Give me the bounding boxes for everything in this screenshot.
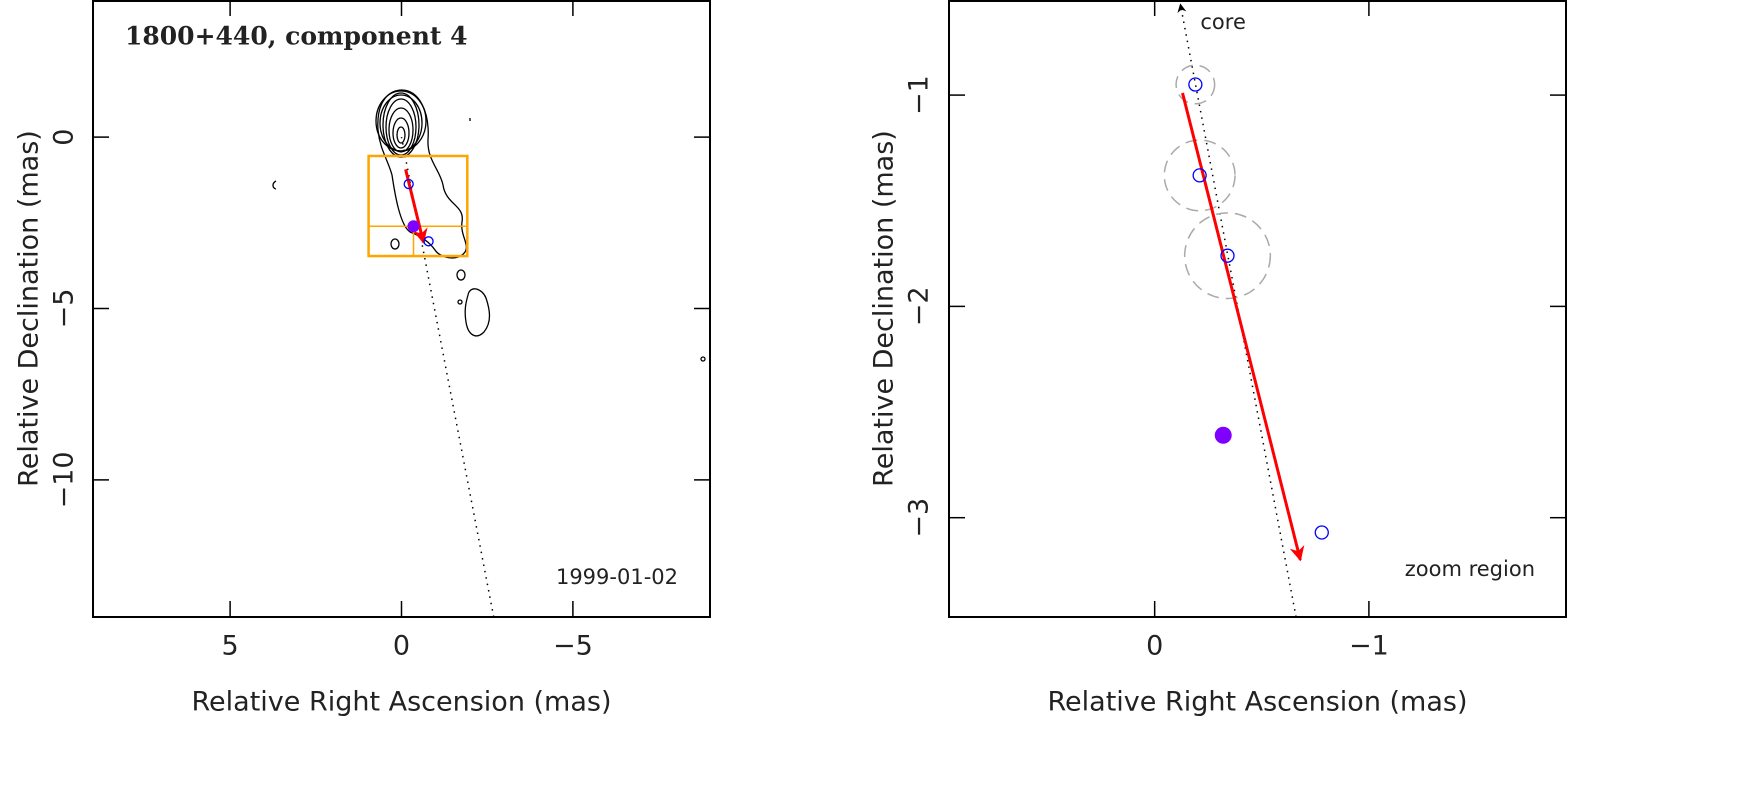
motion-arrow bbox=[404, 168, 428, 244]
x-tick-label: 5 bbox=[222, 631, 239, 662]
y-tick-label: −10 bbox=[49, 451, 80, 508]
motion-arrow bbox=[1181, 92, 1305, 562]
x-tick-label: −5 bbox=[553, 631, 593, 662]
highlight-point bbox=[1214, 426, 1232, 444]
y-tick-label: −2 bbox=[904, 286, 935, 326]
component bbox=[1220, 248, 1235, 263]
y-tick-label: −3 bbox=[904, 498, 935, 538]
contours bbox=[272, 89, 706, 362]
x-tick-label: −1 bbox=[1349, 631, 1389, 662]
x-axis-label: Relative Right Ascension (mas) bbox=[191, 687, 611, 718]
error-circle bbox=[1183, 212, 1272, 300]
component bbox=[403, 178, 414, 190]
panel-title: 1800+440, component 4 bbox=[125, 22, 468, 51]
zoom-box bbox=[367, 154, 469, 258]
error-circle bbox=[1175, 64, 1216, 105]
zoom-label: zoom region bbox=[1405, 557, 1535, 581]
plot-frame bbox=[948, 0, 1567, 618]
highlight-point bbox=[407, 220, 420, 233]
x-axis-label: Relative Right Ascension (mas) bbox=[1047, 687, 1467, 718]
x-tick-label: 0 bbox=[1146, 631, 1163, 662]
y-tick-label: −5 bbox=[49, 289, 80, 329]
component bbox=[1192, 168, 1207, 183]
y-axis-label: Relative Declination (mas) bbox=[14, 130, 45, 487]
epoch-label: 1999-01-02 bbox=[556, 565, 678, 589]
y-tick-label: 0 bbox=[49, 129, 80, 146]
core-label: core bbox=[1200, 10, 1246, 34]
x-tick-label: 0 bbox=[393, 631, 410, 662]
component bbox=[1188, 77, 1203, 92]
component bbox=[423, 236, 434, 247]
component bbox=[1314, 525, 1329, 540]
y-axis-label: Relative Declination (mas) bbox=[869, 130, 900, 487]
error-circle bbox=[1163, 139, 1236, 212]
y-tick-label: −1 bbox=[904, 75, 935, 115]
